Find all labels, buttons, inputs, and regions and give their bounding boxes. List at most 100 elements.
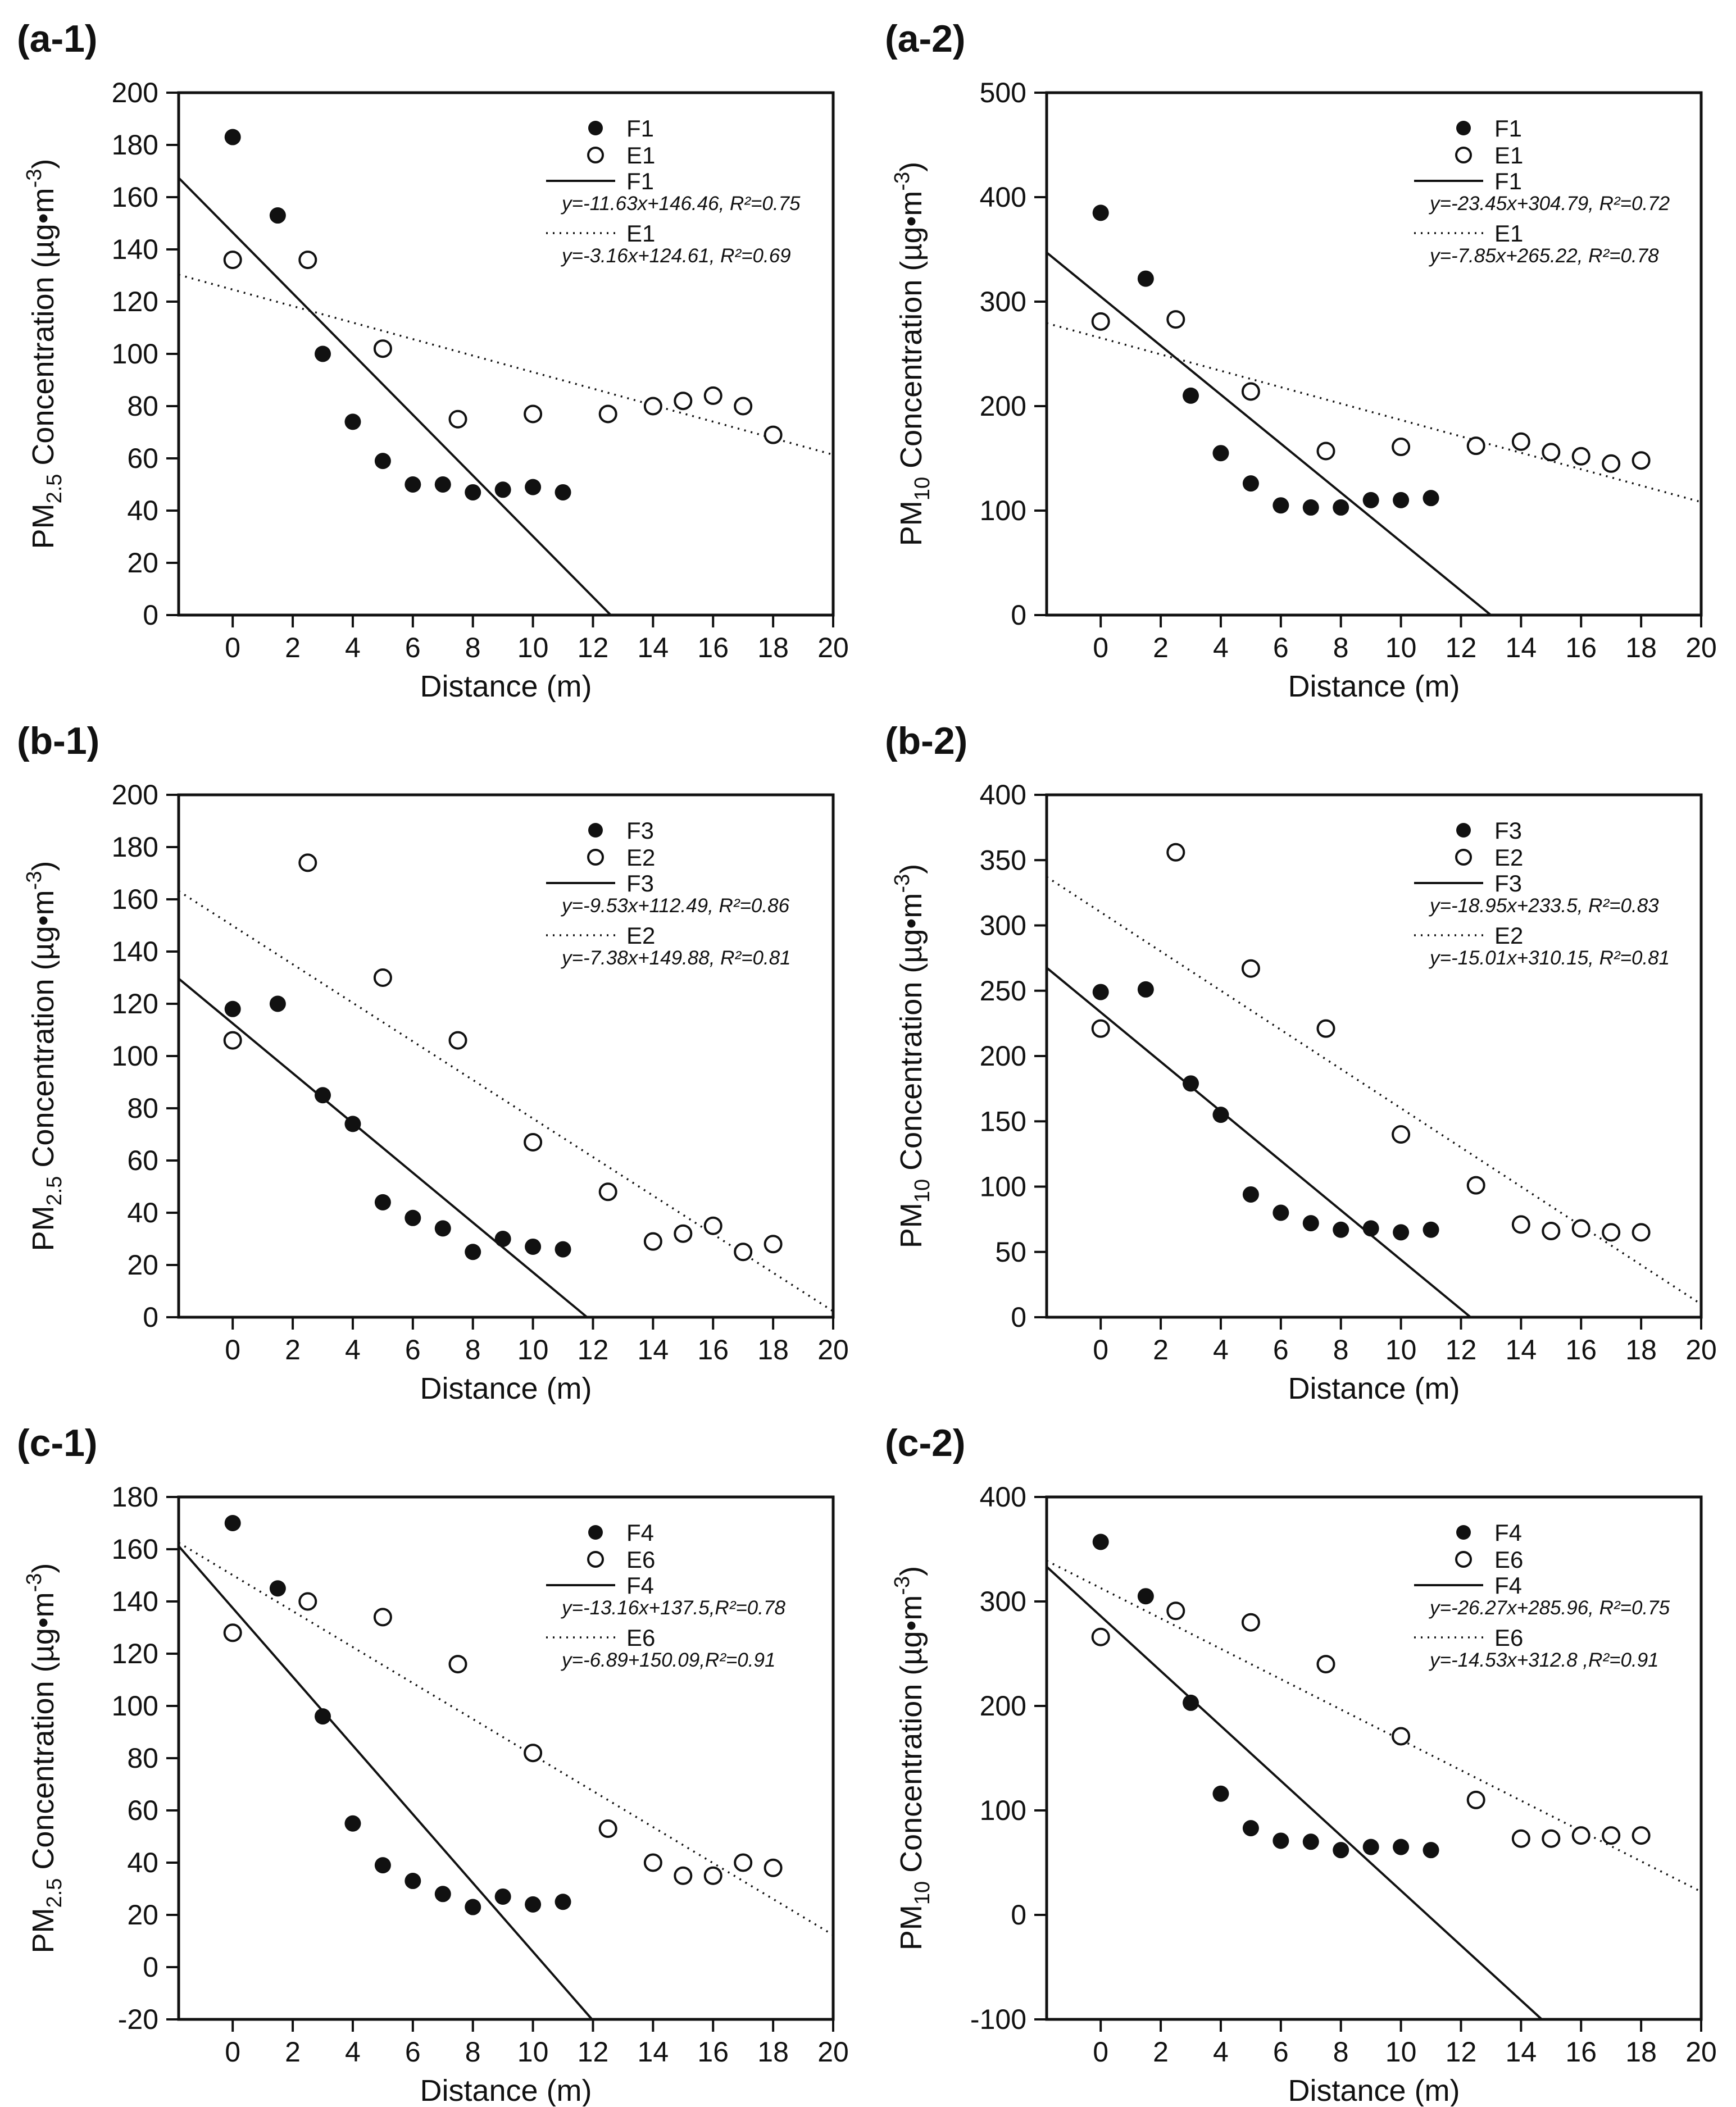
x-axis-title: Distance (m) xyxy=(420,670,592,702)
x-axis: 0 2 4 6 8 10 12 14 16 18 20 Distance (m) xyxy=(225,2019,849,2106)
x-tick-label: 2 xyxy=(285,1334,301,1366)
data-point-F1 xyxy=(525,479,542,495)
legend-label-F1: F1 xyxy=(1494,115,1522,142)
data-point-E6 xyxy=(1091,1627,1110,1646)
data-point-F3 xyxy=(1423,1221,1439,1238)
fit-lines xyxy=(1046,1559,1702,2020)
legend-label-E6-line: E6 xyxy=(626,1624,655,1651)
x-tick-label: 20 xyxy=(1685,2036,1717,2068)
panel-title: (b-1) xyxy=(17,720,99,762)
x-axis-title: Distance (m) xyxy=(420,1372,592,1404)
fit-line-F4-solid xyxy=(1046,1566,1543,2020)
data-point-F1 xyxy=(1242,475,1259,492)
x-tick-label: 8 xyxy=(465,2036,481,2068)
data-point-F1 xyxy=(315,345,331,362)
panel-c-1: 0 2 4 6 8 10 12 14 16 18 20 Distance (m) -20 0 20 40 60 8… xyxy=(0,1404,868,2106)
legend-label-E2-line: E2 xyxy=(1494,922,1523,949)
data-point-F4 xyxy=(1092,1533,1109,1550)
x-tick-label: 10 xyxy=(517,2036,549,2068)
series-F3-points xyxy=(1092,981,1439,1241)
x-tick-label: 2 xyxy=(285,2036,301,2068)
data-point-E1 xyxy=(223,251,242,270)
y-axis: -100 0 100 200 300 400 PM10 Concentration (µg•… xyxy=(890,1481,1047,2035)
x-tick-label: 0 xyxy=(1093,1334,1108,1366)
y-tick-label: 0 xyxy=(1011,599,1026,631)
data-point-F4 xyxy=(465,1899,481,1915)
x-tick-label: 18 xyxy=(1625,2036,1657,2068)
legend-label-F4-line: F4 xyxy=(626,1572,654,1599)
legend-equation-E6: y=-6.89+150.09,R²=0.91 xyxy=(561,1649,775,1671)
panel-a-1: 0 2 4 6 8 10 12 14 16 18 20 Distance (m) 0 20 40 60 80 10… xyxy=(0,0,868,702)
y-tick-label: 20 xyxy=(127,1249,158,1281)
x-tick-label: 10 xyxy=(517,632,549,663)
plot-frame xyxy=(177,91,835,617)
legend-label-E2-line: E2 xyxy=(626,922,655,949)
data-point-F3 xyxy=(465,1244,481,1260)
legend-equation-E1: y=-7.85x+265.22, R²=0.78 xyxy=(1429,245,1659,267)
data-point-F3 xyxy=(1137,981,1154,998)
x-tick-label: 20 xyxy=(817,1334,849,1366)
data-point-F3 xyxy=(1092,984,1109,1000)
y-axis: 0 20 40 60 80 100 120 140 160 180 200 PM2.5 Concent… xyxy=(22,77,179,631)
data-point-E2 xyxy=(643,1232,662,1251)
panel-c-2: 0 2 4 6 8 10 12 14 16 18 20 Distance (m) -100 0 100 200… xyxy=(868,1404,1736,2106)
y-tick-label: 140 xyxy=(112,936,158,967)
panel-a-2: 0 2 4 6 8 10 12 14 16 18 20 Distance (m) 0 100 200 300 4… xyxy=(868,0,1736,702)
legend-label-E1-line: E1 xyxy=(626,220,655,247)
x-tick-label: 12 xyxy=(1446,632,1477,663)
data-point-F4 xyxy=(1362,1838,1379,1855)
data-point-E1 xyxy=(524,404,543,424)
data-point-E6 xyxy=(703,1866,722,1885)
data-point-F1 xyxy=(1092,204,1109,221)
data-point-E1 xyxy=(1602,454,1621,473)
x-tick-label: 10 xyxy=(1385,1334,1417,1366)
data-point-E2 xyxy=(1632,1223,1651,1242)
data-point-E2 xyxy=(1571,1219,1590,1238)
data-point-E6 xyxy=(223,1623,242,1642)
data-point-F4 xyxy=(1137,1588,1154,1605)
data-point-F4 xyxy=(494,1888,511,1905)
fit-line-E2-dotted xyxy=(1046,876,1702,1305)
legend-equation-F4: y=-13.16x+137.5,R²=0.78 xyxy=(561,1597,785,1619)
x-tick-label: 0 xyxy=(225,2036,240,2068)
legend-label-E1-line: E1 xyxy=(1494,220,1523,247)
fit-line-E6-dotted xyxy=(1046,1559,1702,1893)
x-tick-label: 6 xyxy=(1273,2036,1289,2068)
x-axis: 0 2 4 6 8 10 12 14 16 18 20 Distance (m) xyxy=(225,615,849,702)
data-point-E6 xyxy=(734,1853,753,1872)
data-point-E1 xyxy=(1241,382,1260,401)
data-point-F3 xyxy=(1242,1186,1259,1203)
data-point-F1 xyxy=(1333,499,1349,516)
data-point-F3 xyxy=(434,1220,451,1237)
legend-label-F1-line: F1 xyxy=(626,168,654,194)
data-point-E1 xyxy=(1632,451,1651,470)
x-tick-label: 2 xyxy=(1153,632,1169,663)
data-point-E2 xyxy=(1241,959,1260,978)
data-point-F4 xyxy=(555,1894,571,1910)
y-tick-label: 400 xyxy=(980,779,1026,811)
data-point-E6 xyxy=(764,1858,783,1877)
data-point-F3 xyxy=(1273,1204,1289,1221)
data-point-F4 xyxy=(269,1580,286,1597)
x-tick-label: 6 xyxy=(405,2036,421,2068)
y-tick-label: 0 xyxy=(143,1951,158,1983)
y-axis: 0 100 200 300 400 500 PM10 Concentration (µg•m… xyxy=(890,77,1047,631)
data-point-F4 xyxy=(405,1873,421,1890)
x-axis-title: Distance (m) xyxy=(1288,670,1460,702)
data-point-F1 xyxy=(1212,445,1229,462)
x-tick-label: 4 xyxy=(345,2036,361,2068)
fit-line-F1-solid xyxy=(178,177,612,616)
data-point-E2 xyxy=(1511,1215,1530,1234)
legend-equation-F3: y=-18.95x+233.5, R²=0.83 xyxy=(1429,895,1659,917)
x-tick-label: 4 xyxy=(345,1334,361,1366)
legend-label-E6: E6 xyxy=(1494,1546,1523,1573)
y-tick-label: 100 xyxy=(112,338,158,370)
chart-b-2: 0 2 4 6 8 10 12 14 16 18 20 Distance (m) 0 50 100 150 20… xyxy=(885,720,1717,1404)
legend-label-E6-line: E6 xyxy=(1494,1624,1523,1651)
y-tick-label: 100 xyxy=(980,495,1026,526)
y-tick-label: 40 xyxy=(127,1847,158,1878)
x-tick-label: 12 xyxy=(1446,2036,1477,2068)
data-point-E1 xyxy=(1091,312,1110,331)
y-tick-label: 200 xyxy=(980,1690,1026,1722)
